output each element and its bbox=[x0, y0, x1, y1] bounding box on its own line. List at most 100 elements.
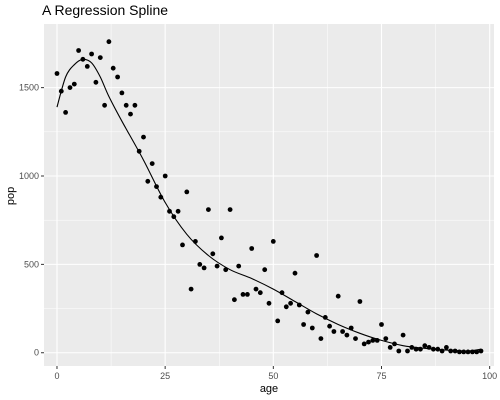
data-point bbox=[110, 65, 116, 71]
data-point bbox=[474, 349, 480, 355]
y-axis-title: pop bbox=[5, 187, 17, 205]
data-point bbox=[331, 329, 337, 334]
data-point bbox=[80, 56, 86, 62]
data-point bbox=[106, 39, 112, 45]
data-point bbox=[84, 64, 90, 69]
data-point bbox=[457, 349, 462, 355]
data-point bbox=[426, 345, 432, 350]
plot-panel bbox=[44, 24, 494, 366]
data-point bbox=[448, 348, 454, 354]
y-tick-label: 500 bbox=[24, 259, 39, 269]
data-point bbox=[219, 235, 224, 241]
data-point bbox=[305, 309, 311, 315]
data-point bbox=[340, 329, 345, 334]
data-point bbox=[102, 102, 107, 108]
data-point bbox=[193, 239, 198, 244]
data-point bbox=[439, 348, 445, 354]
data-point bbox=[418, 346, 423, 352]
x-axis: 0 25 50 75 100 bbox=[54, 366, 497, 381]
data-point bbox=[236, 263, 242, 269]
data-point bbox=[214, 263, 220, 269]
data-point bbox=[257, 290, 263, 296]
data-point bbox=[63, 110, 68, 115]
data-point bbox=[405, 348, 410, 354]
data-point bbox=[435, 346, 441, 352]
data-point bbox=[132, 102, 138, 108]
data-point bbox=[167, 208, 172, 214]
data-point bbox=[197, 262, 203, 267]
data-point bbox=[348, 325, 354, 331]
data-point bbox=[327, 323, 332, 329]
data-point bbox=[115, 74, 120, 80]
x-tick-label: 100 bbox=[482, 371, 497, 381]
data-point bbox=[370, 338, 376, 343]
x-tick-label: 0 bbox=[54, 371, 59, 381]
data-point bbox=[54, 71, 60, 76]
data-point bbox=[93, 79, 99, 85]
spline-curve bbox=[56, 58, 482, 352]
data-point bbox=[188, 286, 194, 292]
data-point bbox=[253, 286, 259, 292]
data-point bbox=[262, 267, 268, 273]
data-point bbox=[318, 336, 324, 341]
data-point bbox=[154, 184, 159, 190]
major-gridlines bbox=[44, 24, 494, 366]
x-tick-label: 50 bbox=[268, 371, 278, 381]
data-point bbox=[279, 290, 285, 296]
points-layer bbox=[54, 39, 484, 355]
data-point bbox=[444, 345, 449, 350]
data-point bbox=[76, 48, 81, 53]
x-axis-title: age bbox=[260, 383, 278, 395]
data-point bbox=[292, 270, 298, 276]
data-point bbox=[227, 207, 233, 213]
data-point bbox=[232, 297, 237, 303]
data-point bbox=[275, 318, 281, 324]
data-point bbox=[478, 348, 484, 354]
data-point bbox=[89, 51, 94, 57]
data-point bbox=[322, 315, 328, 320]
x-tick-label: 25 bbox=[160, 371, 170, 381]
data-point bbox=[184, 189, 190, 195]
data-point bbox=[344, 332, 350, 338]
data-point bbox=[383, 336, 389, 341]
data-point bbox=[283, 304, 289, 310]
data-point bbox=[470, 349, 475, 355]
data-point bbox=[158, 194, 164, 200]
y-tick-label: 1500 bbox=[19, 83, 39, 93]
data-point bbox=[400, 332, 406, 338]
data-point bbox=[379, 322, 384, 327]
data-point bbox=[136, 148, 142, 154]
data-point bbox=[353, 336, 358, 341]
data-point bbox=[301, 322, 306, 327]
spline-layer bbox=[56, 58, 482, 352]
data-point bbox=[223, 267, 229, 273]
data-point bbox=[409, 345, 415, 350]
data-point bbox=[314, 253, 319, 258]
data-point bbox=[288, 300, 293, 306]
data-point bbox=[431, 346, 436, 352]
chart-title: A Regression Spline bbox=[42, 2, 168, 18]
data-point bbox=[465, 349, 471, 355]
data-point bbox=[357, 299, 363, 304]
minor-gridlines bbox=[44, 24, 494, 366]
data-point bbox=[335, 293, 341, 299]
x-tick-label: 75 bbox=[376, 371, 386, 381]
data-point bbox=[461, 349, 467, 355]
data-point bbox=[396, 348, 402, 354]
y-tick-label: 1000 bbox=[19, 171, 39, 181]
data-point bbox=[413, 346, 419, 352]
data-point bbox=[374, 338, 380, 343]
data-point bbox=[422, 343, 428, 349]
data-point bbox=[162, 173, 168, 179]
data-point bbox=[452, 348, 458, 354]
data-point bbox=[145, 178, 151, 184]
data-point bbox=[366, 339, 371, 345]
data-point bbox=[210, 251, 216, 257]
data-point bbox=[240, 292, 246, 297]
data-point bbox=[171, 214, 177, 220]
data-point bbox=[387, 345, 393, 350]
data-point bbox=[249, 246, 255, 251]
y-tick-label: 0 bbox=[34, 348, 39, 358]
data-point bbox=[245, 292, 250, 297]
